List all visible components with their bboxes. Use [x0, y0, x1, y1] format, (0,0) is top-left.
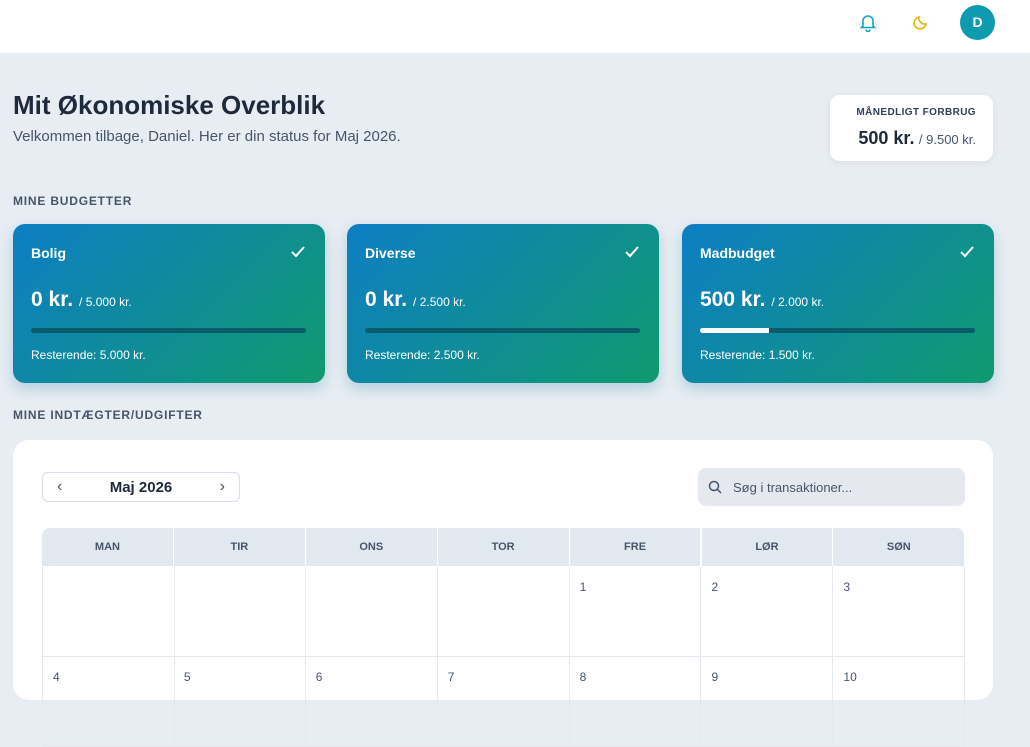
theme-toggle[interactable] [911, 12, 931, 32]
progress-track [31, 328, 306, 333]
day-cell[interactable]: 4 [42, 656, 175, 747]
summary-total: / 9.500 kr. [918, 132, 976, 147]
budget-card[interactable]: Bolig 0 kr. / 5.000 kr. Resterende: 5.000 k… [13, 224, 325, 383]
day-cell [305, 566, 438, 657]
section-heading: MINE BUDGETTER [13, 194, 133, 208]
month-label: Maj 2026 [109, 479, 173, 496]
progress-fill [700, 328, 769, 333]
budget-name: Diverse [365, 245, 416, 261]
day-cell[interactable]: 7 [437, 656, 570, 747]
weekday-header: TIR [173, 528, 306, 566]
day-number: 2 [711, 580, 719, 594]
next-month[interactable]: › [219, 478, 225, 495]
budget-amount: 500 kr. / 2.000 kr. [700, 288, 824, 312]
search-icon [708, 480, 722, 494]
weekday-header: MAN [42, 528, 174, 566]
search-box[interactable]: Søg i transaktioner... [698, 468, 965, 506]
day-number: 1 [579, 580, 587, 594]
summary-amount: 500 kr. [858, 128, 915, 148]
summary-label: MÅNEDLIGT FORBRUG [856, 107, 976, 118]
day-cell [437, 566, 570, 657]
prev-month[interactable]: ‹ [57, 478, 63, 495]
budget-remaining: Resterende: 1.500 kr. [700, 348, 815, 362]
progress-track [365, 328, 640, 333]
spent: 500 kr. [700, 288, 766, 311]
budget-card[interactable]: Diverse 0 kr. / 2.500 kr. Resterende: 2.500… [347, 224, 659, 383]
day-number: 5 [183, 670, 191, 684]
weekday-header: ONS [305, 528, 438, 566]
day-cell[interactable]: 3 [833, 566, 966, 657]
day-cell [42, 566, 175, 657]
avatar[interactable]: D [960, 5, 995, 40]
spent: 0 kr. [365, 288, 408, 311]
month-nav: ‹ Maj 2026 › [42, 472, 240, 502]
calendar-panel: ‹ Maj 2026 › Søg i transaktioner... MAN T… [13, 440, 993, 747]
day-number: 7 [447, 670, 455, 684]
weekday-header: TOR [437, 528, 570, 566]
day-number: 8 [579, 670, 587, 684]
weekday-header: SØN [833, 528, 966, 566]
top-bar: D [0, 0, 1030, 53]
budget-card[interactable]: Madbudget 500 kr. / 2.000 kr. Resterende: 1… [682, 224, 994, 383]
day-cell [173, 566, 306, 657]
budget-remaining: Resterende: 5.000 kr. [31, 348, 146, 362]
day-number: 9 [711, 670, 719, 684]
weekday-header: FRE [569, 528, 702, 566]
day-cell[interactable]: 2 [701, 566, 834, 657]
budget-amount: 0 kr. / 5.000 kr. [31, 288, 132, 312]
budget-amount: 0 kr. / 2.500 kr. [365, 288, 466, 312]
day-cell[interactable]: 9 [701, 656, 834, 747]
budget-name: Bolig [31, 245, 66, 261]
section-heading: MINE INDTÆGTER/UDGIFTER [13, 408, 203, 422]
weekday-header: LØR [701, 528, 834, 566]
summary-card: MÅNEDLIGT FORBRUG 500 kr. / 9.500 kr. [830, 95, 993, 161]
day-number: 6 [315, 670, 323, 684]
check-icon [960, 246, 974, 258]
day-cell[interactable]: 10 [833, 656, 966, 747]
day-cell[interactable]: 5 [173, 656, 306, 747]
limit: / 2.000 kr. [771, 295, 825, 309]
spent: 0 kr. [31, 288, 74, 311]
day-cell[interactable]: 6 [305, 656, 438, 747]
bell-icon[interactable] [858, 12, 878, 32]
page-subtitle: Velkommen tilbage, Daniel. Her er din st… [13, 128, 401, 145]
budget-name: Madbudget [700, 245, 775, 261]
limit: / 2.500 kr. [413, 295, 466, 309]
day-number: 4 [53, 670, 60, 684]
page-title: Mit Økonomiske Overblik [13, 90, 326, 120]
day-number: 10 [843, 670, 857, 684]
limit: / 5.000 kr. [79, 295, 132, 309]
search-placeholder: Søg i transaktioner... [733, 480, 853, 495]
check-icon [291, 246, 305, 258]
day-cell[interactable]: 8 [569, 656, 702, 747]
budget-remaining: Resterende: 2.500 kr. [365, 348, 480, 362]
check-icon [625, 246, 639, 258]
day-cell[interactable]: 1 [569, 566, 702, 657]
day-number: 3 [843, 580, 851, 594]
progress-track [700, 328, 975, 333]
